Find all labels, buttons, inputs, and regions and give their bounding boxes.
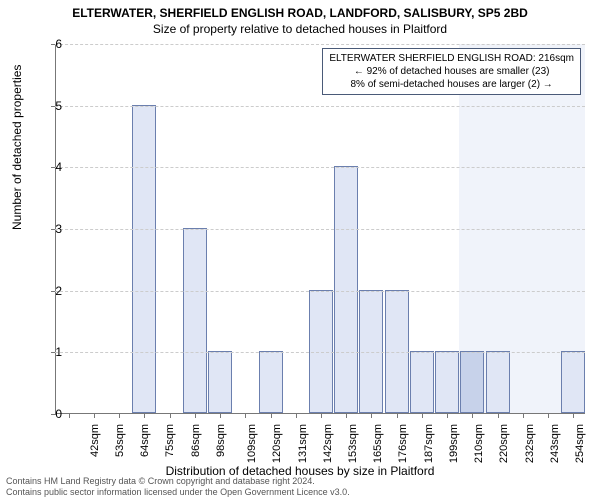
chart-container: ELTERWATER, SHERFIELD ENGLISH ROAD, LAND… — [0, 0, 600, 500]
annotation-line2: ← 92% of detached houses are smaller (23… — [329, 65, 574, 78]
xtick-mark — [119, 413, 120, 418]
xtick-mark — [472, 413, 473, 418]
bar — [460, 351, 484, 413]
xtick-mark — [397, 413, 398, 418]
gridline — [55, 106, 585, 107]
xtick-label: 142sqm — [322, 424, 334, 463]
xtick-label: 98sqm — [215, 424, 227, 457]
xtick-mark — [170, 413, 171, 418]
xtick-label: 254sqm — [574, 424, 586, 463]
xtick-mark — [371, 413, 372, 418]
xtick-mark — [245, 413, 246, 418]
xtick-mark — [321, 413, 322, 418]
xtick-label: 232sqm — [524, 424, 536, 463]
xtick-mark — [498, 413, 499, 418]
bar — [259, 351, 283, 413]
xtick-label: 53sqm — [114, 424, 126, 457]
ytick-label: 4 — [42, 160, 62, 174]
bar — [359, 290, 383, 413]
bar — [561, 351, 585, 413]
xtick-label: 187sqm — [423, 424, 435, 463]
bar — [435, 351, 459, 413]
xtick-label: 220sqm — [499, 424, 511, 463]
footer-line1: Contains HM Land Registry data © Crown c… — [6, 476, 350, 487]
annotation-line3: 8% of semi-detached houses are larger (2… — [329, 78, 574, 91]
xtick-mark — [195, 413, 196, 418]
ytick-label: 1 — [42, 345, 62, 359]
xtick-label: 64sqm — [139, 424, 151, 457]
xtick-mark — [548, 413, 549, 418]
bar — [410, 351, 434, 413]
bar — [183, 228, 207, 413]
xtick-label: 120sqm — [271, 424, 283, 463]
xtick-mark — [144, 413, 145, 418]
y-axis-label: Number of detached properties — [10, 65, 24, 230]
gridline — [55, 44, 585, 45]
xtick-label: 86sqm — [190, 424, 202, 457]
footer-attribution: Contains HM Land Registry data © Crown c… — [6, 476, 350, 498]
footer-line2: Contains public sector information licen… — [6, 487, 350, 498]
xtick-label: 210sqm — [473, 424, 485, 463]
xtick-label: 243sqm — [549, 424, 561, 463]
ytick-label: 0 — [42, 407, 62, 421]
bar — [132, 105, 156, 413]
xtick-mark — [346, 413, 347, 418]
chart-title-main: ELTERWATER, SHERFIELD ENGLISH ROAD, LAND… — [0, 0, 600, 20]
ytick-label: 3 — [42, 222, 62, 236]
xtick-mark — [447, 413, 448, 418]
xtick-label: 109sqm — [246, 424, 258, 463]
bar — [486, 351, 510, 413]
xtick-label: 75sqm — [164, 424, 176, 457]
xtick-mark — [94, 413, 95, 418]
xtick-mark — [220, 413, 221, 418]
xtick-mark — [573, 413, 574, 418]
ytick-label: 5 — [42, 99, 62, 113]
xtick-label: 42sqm — [89, 424, 101, 457]
xtick-label: 131sqm — [297, 424, 309, 463]
gridline — [55, 167, 585, 168]
chart-title-sub: Size of property relative to detached ho… — [0, 20, 600, 36]
ytick-label: 2 — [42, 284, 62, 298]
bar — [385, 290, 409, 413]
gridline — [55, 352, 585, 353]
xtick-label: 176sqm — [398, 424, 410, 463]
xtick-mark — [523, 413, 524, 418]
xtick-label: 199sqm — [448, 424, 460, 463]
xtick-mark — [422, 413, 423, 418]
bar — [208, 351, 232, 413]
xtick-mark — [271, 413, 272, 418]
annotation-box: ELTERWATER SHERFIELD ENGLISH ROAD: 216sq… — [322, 48, 581, 95]
ytick-label: 6 — [42, 37, 62, 51]
gridline — [55, 229, 585, 230]
xtick-mark — [296, 413, 297, 418]
plot-area: ELTERWATER SHERFIELD ENGLISH ROAD: 216sq… — [55, 44, 585, 414]
xtick-label: 165sqm — [372, 424, 384, 463]
annotation-line1: ELTERWATER SHERFIELD ENGLISH ROAD: 216sq… — [329, 52, 574, 65]
bar — [309, 290, 333, 413]
xtick-mark — [69, 413, 70, 418]
xtick-label: 153sqm — [347, 424, 359, 463]
gridline — [55, 291, 585, 292]
